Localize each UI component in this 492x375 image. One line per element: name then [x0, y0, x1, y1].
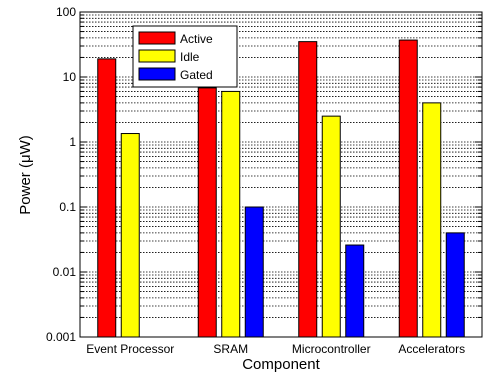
plot-frame: [79, 11, 483, 338]
x-axis-title: Component: [242, 356, 320, 373]
y-tick-label: 100: [56, 5, 76, 19]
bar-active-0: [97, 58, 117, 338]
bar-active-1: [197, 87, 217, 338]
bar-gated-1: [244, 206, 264, 338]
bar-gated-3: [445, 232, 465, 338]
bar-gated-2: [345, 244, 365, 338]
y-tick-label: 0.001: [46, 330, 76, 344]
bar-idle-2: [321, 115, 341, 338]
y-tick-label: 0.1: [59, 200, 76, 214]
legend-label-idle: Idle: [180, 50, 200, 64]
x-tick-label: Accelerators: [398, 342, 465, 356]
y-tick-label: 0.01: [53, 265, 77, 279]
bar-idle-1: [221, 90, 241, 338]
legend-label-active: Active: [180, 32, 213, 46]
x-tick-label: Microcontroller: [292, 342, 371, 356]
legend-label-gated: Gated: [180, 68, 213, 82]
y-tick-label: 1: [69, 135, 76, 149]
bar-active-2: [298, 41, 318, 338]
y-tick-label: 10: [63, 70, 77, 84]
legend-swatch-idle: [138, 49, 176, 63]
bar-idle-0: [120, 133, 140, 338]
axis-ticks: 0.001 0.01 0.1 1 10 100 Event Processor SRAM Mic…: [46, 5, 482, 356]
legend-swatch-gated: [138, 67, 176, 81]
bar-idle-3: [422, 102, 442, 338]
bars: [97, 39, 465, 338]
x-tick-label: Event Processor: [86, 342, 174, 356]
x-tick-label: SRAM: [213, 342, 248, 356]
y-axis-title: Power (μW): [17, 135, 34, 214]
legend: Active Idle Gated: [132, 25, 238, 88]
bar-active-3: [398, 39, 418, 338]
legend-swatch-active: [138, 31, 176, 45]
